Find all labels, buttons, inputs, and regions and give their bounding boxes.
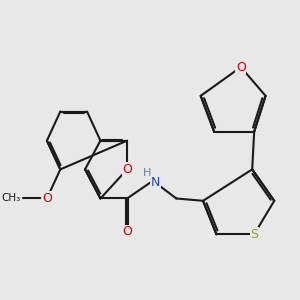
Text: N: N bbox=[151, 176, 160, 189]
Text: H: H bbox=[143, 168, 151, 178]
Text: O: O bbox=[122, 225, 132, 239]
Text: O: O bbox=[236, 61, 246, 74]
Text: O: O bbox=[42, 192, 52, 205]
Text: S: S bbox=[250, 228, 258, 241]
Text: CH₃: CH₃ bbox=[2, 194, 21, 203]
Text: O: O bbox=[122, 163, 132, 176]
